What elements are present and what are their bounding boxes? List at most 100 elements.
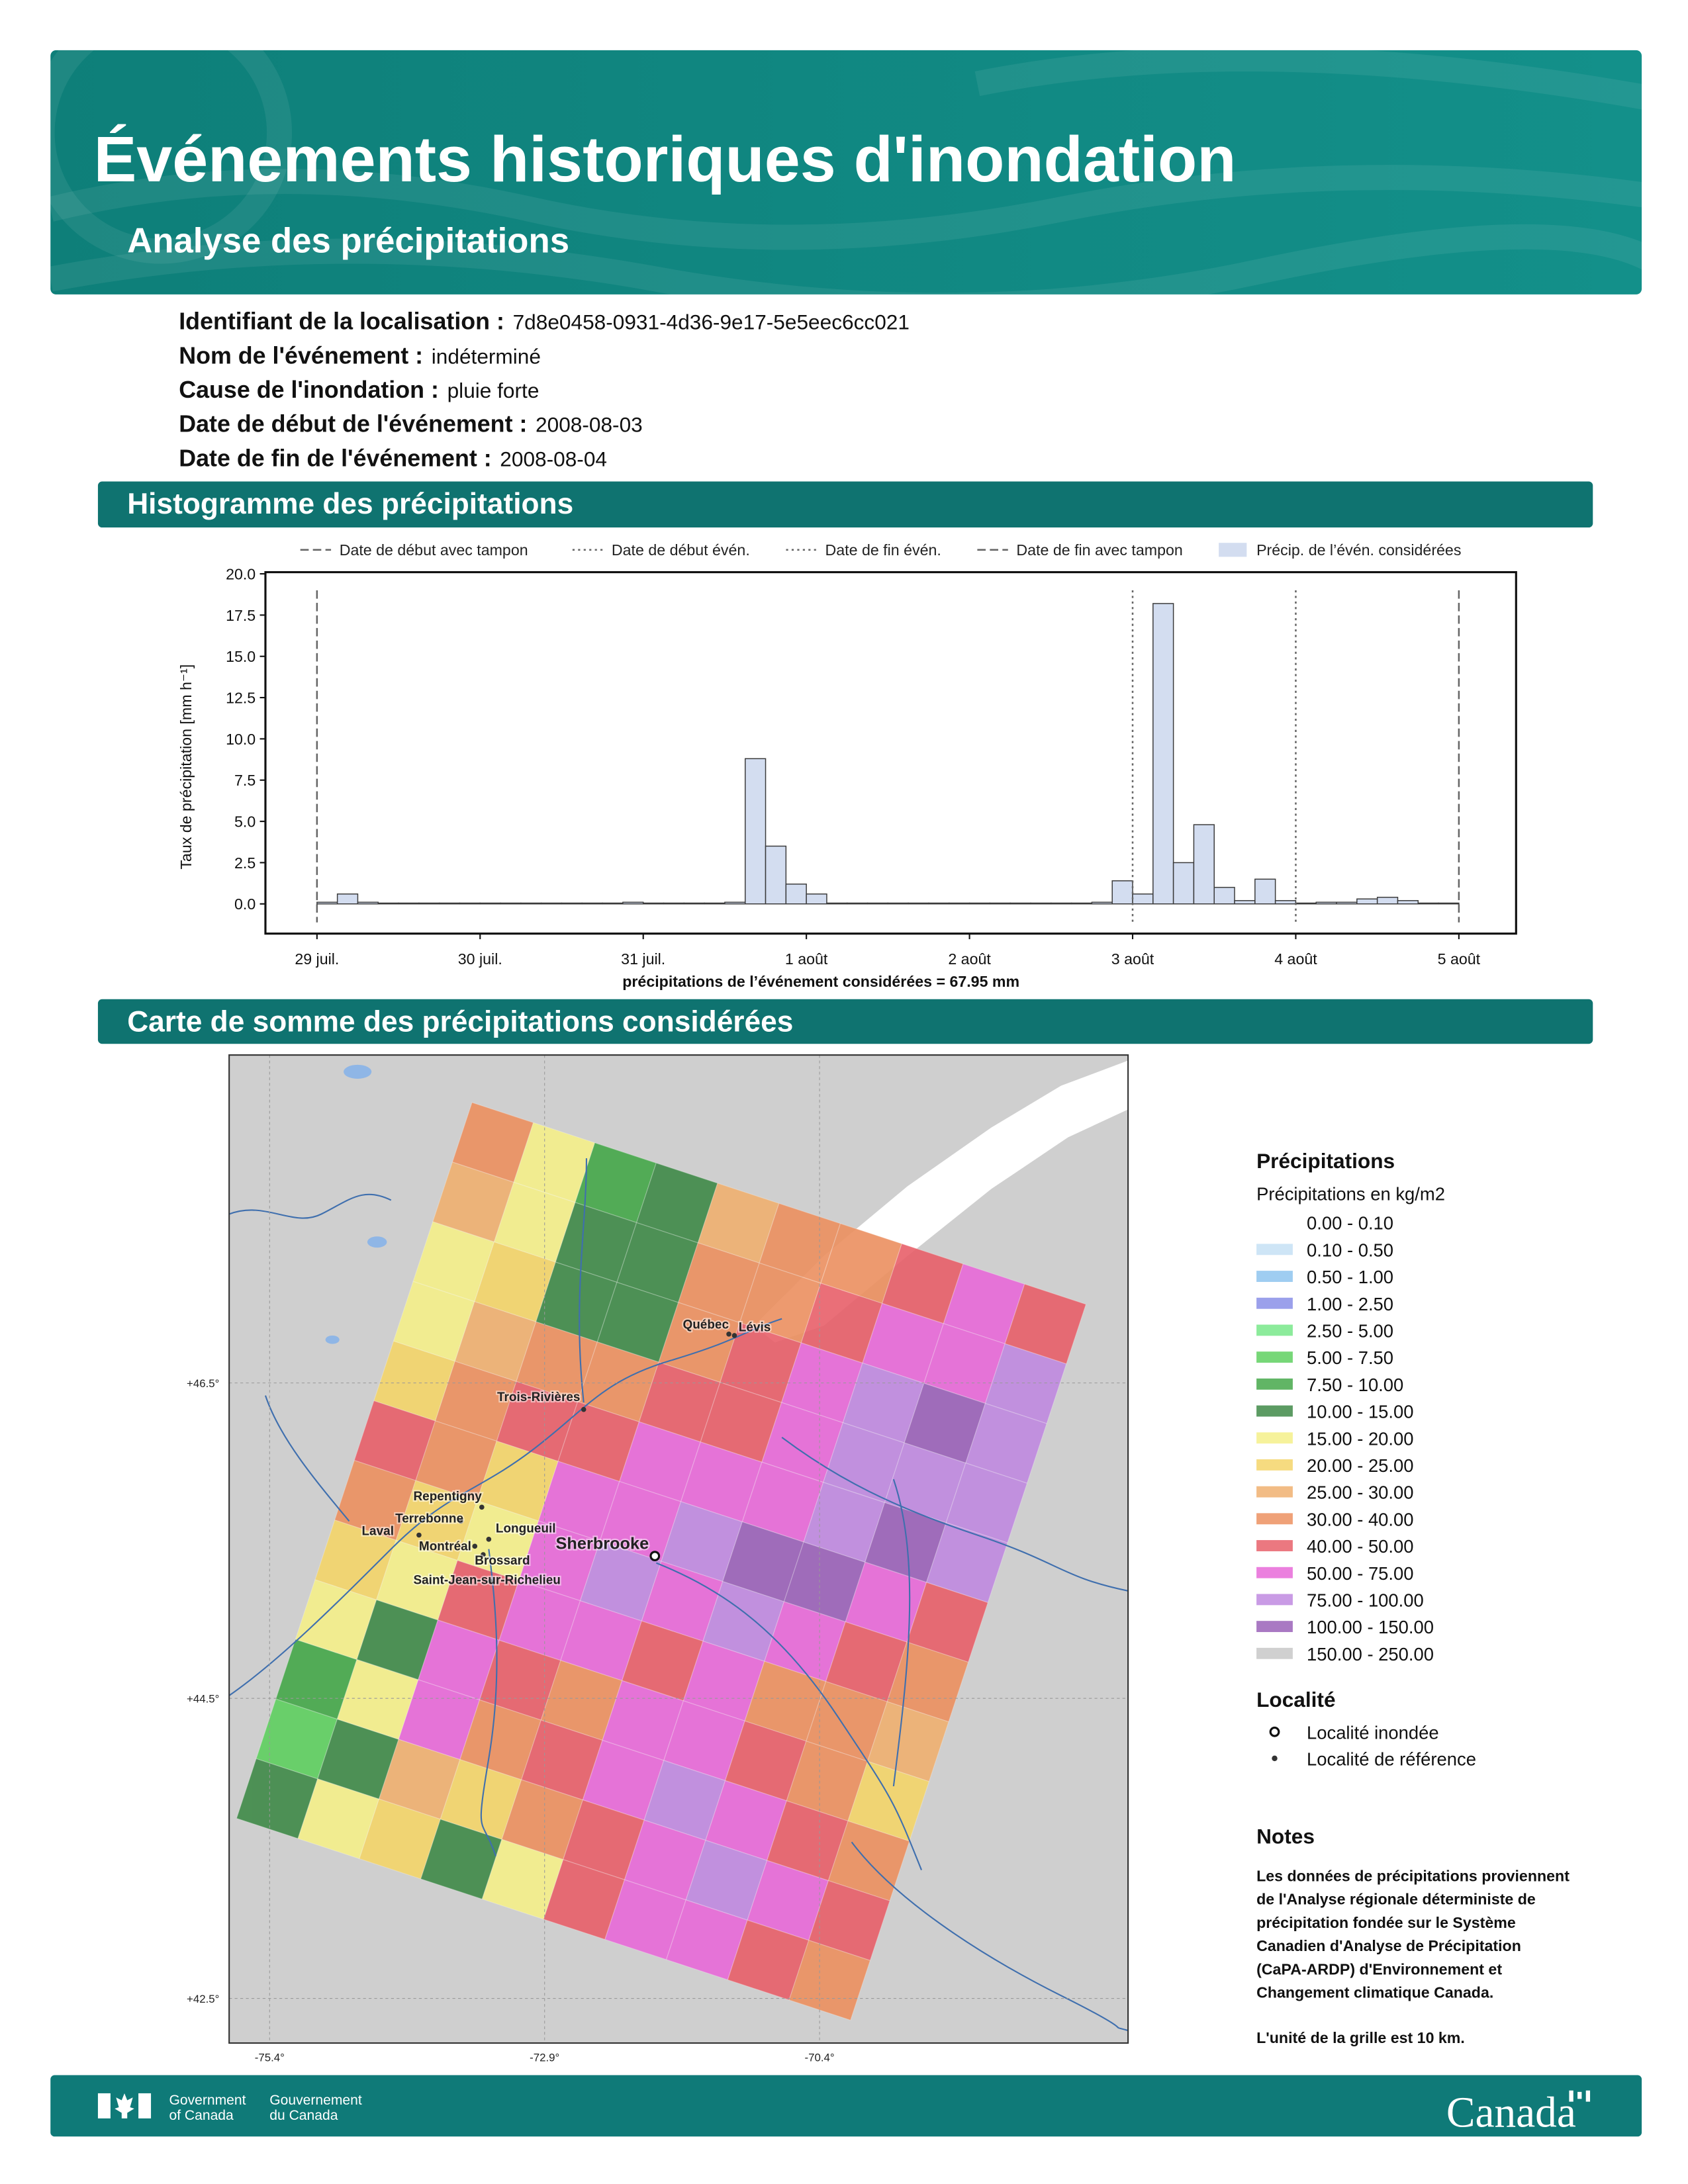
legend-swatch: [1256, 1216, 1293, 1228]
bar: [398, 902, 420, 905]
legend-label: 0.50 - 1.00: [1307, 1267, 1393, 1287]
rivers: [229, 1158, 1129, 2032]
notes-line: de l'Analyse régionale déterministe de: [1256, 1891, 1536, 1908]
bar: [806, 893, 827, 905]
section-bar: [97, 999, 1593, 1044]
reference-locality-marker: [458, 1518, 463, 1524]
bar: [581, 902, 603, 905]
grid-cell: [727, 1919, 810, 2001]
legend-swatch: [1256, 1378, 1293, 1390]
section-title: Carte de somme des précipitations consid…: [127, 1005, 793, 1038]
flooded-locality-marker: [649, 1551, 661, 1562]
bar: [1091, 901, 1113, 905]
reference-locality-marker: [472, 1543, 478, 1549]
bar: [540, 902, 563, 905]
legend-label: 0.10 - 0.50: [1307, 1240, 1393, 1260]
y-tick-label: 17.5: [226, 607, 256, 624]
info-value: 7d8e0458-0931-4d36-9e17-5e5eec6cc021: [513, 310, 910, 334]
government-signature: Gouvernement: [269, 2093, 362, 2108]
bar: [622, 901, 644, 905]
notes-line: Canadien d'Analyse de Précipitation: [1256, 1937, 1521, 1954]
map-frame: [228, 1054, 1129, 2044]
legend-swatch: [1256, 1351, 1293, 1363]
government-signature: of Canada: [169, 2108, 234, 2123]
legend-label: 50.00 - 75.00: [1307, 1563, 1414, 1584]
legend-label: 20.00 - 25.00: [1307, 1455, 1414, 1476]
wordmark-flag-part: [1585, 2090, 1591, 2102]
bar: [744, 758, 767, 905]
map-area: Québec Lévis Trois-Rivières Repentigny Terre…: [229, 1055, 1129, 2044]
canada-flag: [97, 2093, 152, 2118]
bar: [377, 902, 399, 905]
legend-swatch: [1256, 1459, 1293, 1471]
legend-swatch: [1256, 1324, 1293, 1336]
legend-label: Localité de référence: [1307, 1749, 1476, 1769]
reference-locality-marker: [486, 1537, 492, 1542]
y-tick-label: 2.5: [234, 854, 256, 872]
longitude-label: -75.4°: [255, 2051, 285, 2064]
notes-title: Notes: [1256, 1824, 1315, 1848]
info-value: 2008-08-03: [536, 413, 643, 437]
legend-swatch: [1256, 1621, 1293, 1633]
info-label: Date de fin de l'événement :: [179, 445, 491, 471]
info-row: Cause de l'inondation : pluie forte: [179, 377, 539, 403]
legend-swatch: [1256, 1647, 1293, 1659]
y-tick-label: 15.0: [226, 648, 256, 665]
info-value: pluie forte: [447, 379, 539, 402]
info-label: Identifiant de la localisation :: [179, 308, 504, 335]
legend-label: 40.00 - 50.00: [1307, 1536, 1414, 1557]
y-tick-label: 7.5: [234, 772, 256, 789]
legend-swatch: [1256, 1594, 1293, 1606]
section-title: Histogramme des précipitations: [127, 488, 573, 520]
legend-swatch: [1256, 1486, 1293, 1498]
y-tick-label: 0.0: [234, 895, 256, 913]
legend-label: 10.00 - 15.00: [1307, 1402, 1414, 1422]
bar: [1051, 902, 1072, 905]
river: [851, 1841, 1129, 2032]
place-label: Repentigny: [413, 1490, 482, 1504]
legend-label: Précip. de l’évén. considérées: [1256, 541, 1461, 559]
river: [264, 1395, 350, 1522]
latitude-label: +42.5°: [187, 1993, 219, 2005]
page-title: Événements historiques d'inondation: [94, 123, 1237, 195]
y-tick-label: 5.0: [234, 813, 256, 831]
wordmark-flag-part: [1569, 2090, 1573, 2102]
bar: [785, 884, 807, 905]
x-tick-label: 30 juil.: [458, 950, 502, 968]
bar: [500, 902, 522, 905]
bar: [1295, 902, 1317, 905]
bar: [561, 902, 583, 905]
river: [229, 1193, 392, 1219]
bar: [1356, 898, 1378, 905]
x-tick-label: 2 août: [948, 950, 991, 968]
legend-label: Date de fin avec tampon: [1016, 541, 1182, 559]
section-bar: [97, 481, 1593, 528]
legend-label: Localité inondée: [1307, 1722, 1439, 1743]
river: [892, 1479, 911, 1787]
bar: [1315, 901, 1337, 905]
bar: [949, 902, 970, 905]
legend-swatch: [1256, 1405, 1293, 1417]
bar: [683, 902, 705, 905]
bar: [438, 902, 461, 905]
longitude-label: -72.9°: [530, 2051, 559, 2064]
graticule: [229, 1055, 1129, 2044]
info-label: Date de début de l'événement :: [179, 411, 527, 437]
notes-line: Les données de précipitations proviennen…: [1256, 1867, 1570, 1884]
notes-line: (CaPA-ARDP) d'Environnement et: [1256, 1960, 1502, 1978]
bar: [1193, 824, 1215, 905]
info-row: Date de début de l'événement : 2008-08-03: [179, 411, 643, 437]
legend-swatch: [1256, 1567, 1293, 1578]
wordmark-flag: [1569, 2090, 1591, 2102]
legend-subtitle: Précipitations en kg/m2: [1256, 1183, 1445, 1204]
bar: [418, 902, 440, 905]
x-tick-label: 1 août: [785, 950, 828, 968]
place-label: Sherbrooke: [556, 1535, 649, 1553]
bar: [357, 901, 379, 905]
reference-locality-marker: [487, 1578, 493, 1584]
y-tick-label: 20.0: [226, 565, 256, 582]
bar: [1234, 900, 1256, 905]
river: [655, 1562, 923, 1870]
